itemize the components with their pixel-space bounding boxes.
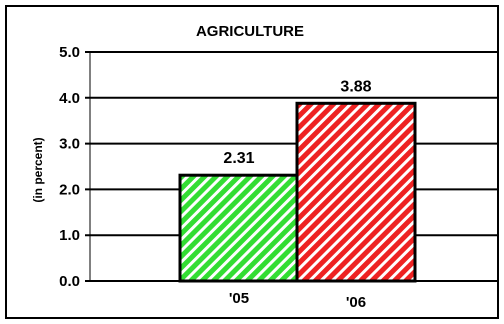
chart-title: AGRICULTURE — [196, 23, 304, 40]
y-tick-label: 4.0 — [59, 90, 80, 107]
y-tick-label: 0.0 — [59, 273, 80, 290]
y-tick-label: 5.0 — [59, 44, 80, 61]
y-tick-label: 2.0 — [59, 181, 80, 198]
category-label: '05 — [229, 290, 249, 307]
y-tick-label: 1.0 — [59, 227, 80, 244]
data-label: 2.31 — [223, 150, 254, 167]
y-tick-labels: 5.0 4.0 3.0 2.0 1.0 0.0 — [59, 44, 80, 290]
bar-1 — [178, 173, 300, 283]
bar-2 — [295, 101, 417, 283]
y-tick-label: 3.0 — [59, 136, 80, 153]
data-labels: 2.31 3.88 — [223, 78, 371, 167]
category-label: '06 — [346, 294, 366, 311]
data-label: 3.88 — [340, 78, 371, 95]
category-labels: '05 '06 — [229, 290, 366, 311]
bars — [178, 101, 417, 283]
y-axis-label: (in percent) — [31, 137, 45, 202]
